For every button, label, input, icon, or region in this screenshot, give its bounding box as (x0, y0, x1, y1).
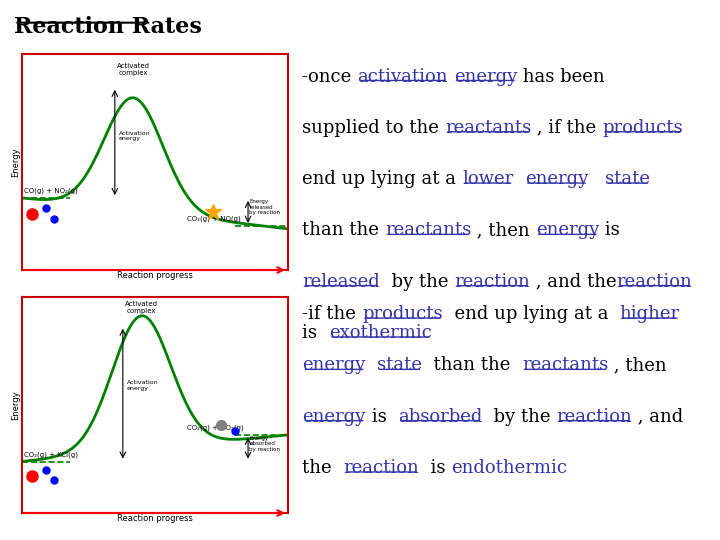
Text: energy: energy (525, 170, 588, 188)
Text: than the: than the (422, 356, 522, 374)
Text: state: state (606, 170, 650, 188)
Text: Energy
released
by reaction: Energy released by reaction (249, 199, 280, 215)
Text: CO₂(g) + KCl(g): CO₂(g) + KCl(g) (24, 451, 78, 458)
Text: lower: lower (462, 170, 513, 188)
Text: , and the: , and the (530, 273, 617, 291)
Text: released: released (302, 273, 380, 291)
Text: reactants: reactants (445, 119, 531, 137)
Text: Activation
energy: Activation energy (119, 131, 150, 141)
Text: products: products (362, 305, 443, 323)
Text: Activated
complex: Activated complex (125, 301, 158, 314)
Text: state: state (377, 356, 422, 374)
Text: II.  The Collision Theory: II. The Collision Theory (36, 57, 256, 75)
Text: Reaction Rates: Reaction Rates (14, 16, 202, 38)
Text: , if the: , if the (531, 119, 602, 137)
Text: reaction: reaction (557, 408, 632, 426)
Text: energy: energy (302, 408, 366, 426)
Text: reaction: reaction (343, 459, 419, 477)
Text: Activation
energy: Activation energy (127, 380, 158, 390)
Text: CO(g) + NO₂(g): CO(g) + NO₂(g) (24, 188, 78, 194)
Text: endothermic: endothermic (451, 459, 567, 477)
Text: end up lying at a: end up lying at a (443, 305, 620, 323)
Text: reaction: reaction (617, 273, 693, 291)
Text: the: the (302, 459, 343, 477)
Text: -once: -once (302, 68, 357, 85)
X-axis label: Reaction progress: Reaction progress (117, 515, 193, 523)
Text: energy: energy (536, 221, 599, 239)
Text: exothermic: exothermic (329, 324, 432, 342)
Text: reaction: reaction (454, 273, 530, 291)
Text: by the: by the (482, 408, 557, 426)
Text: is: is (302, 324, 329, 342)
Text: absorbed: absorbed (398, 408, 482, 426)
Text: CO₂(g) + NO₂(g): CO₂(g) + NO₂(g) (186, 424, 243, 431)
Text: CO₂(g) + NO(g): CO₂(g) + NO(g) (186, 215, 240, 222)
Text: by the: by the (380, 273, 454, 291)
Text: , then: , then (608, 356, 667, 374)
Text: activation: activation (357, 68, 448, 85)
Text: supplied to the: supplied to the (302, 119, 445, 137)
Text: -if the: -if the (302, 305, 362, 323)
Text: end up lying at a: end up lying at a (302, 170, 462, 188)
Text: higher: higher (620, 305, 680, 323)
Text: is: is (366, 408, 398, 426)
Text: energy: energy (302, 356, 366, 374)
Text: Energy
absorbed
by reaction: Energy absorbed by reaction (249, 436, 280, 453)
Y-axis label: Energy: Energy (12, 147, 20, 177)
Text: , then: , then (472, 221, 536, 239)
X-axis label: Reaction progress: Reaction progress (117, 272, 193, 280)
Text: reactants: reactants (522, 356, 608, 374)
Text: products: products (602, 119, 683, 137)
Text: is: is (419, 459, 451, 477)
Text: , and: , and (632, 408, 683, 426)
Text: has been: has been (517, 68, 605, 85)
Text: Activated
complex: Activated complex (117, 63, 150, 76)
Text: than the: than the (302, 221, 385, 239)
Y-axis label: Energy: Energy (12, 390, 20, 420)
Text: energy: energy (454, 68, 517, 85)
Text: is: is (599, 221, 620, 239)
Text: reactants: reactants (385, 221, 472, 239)
